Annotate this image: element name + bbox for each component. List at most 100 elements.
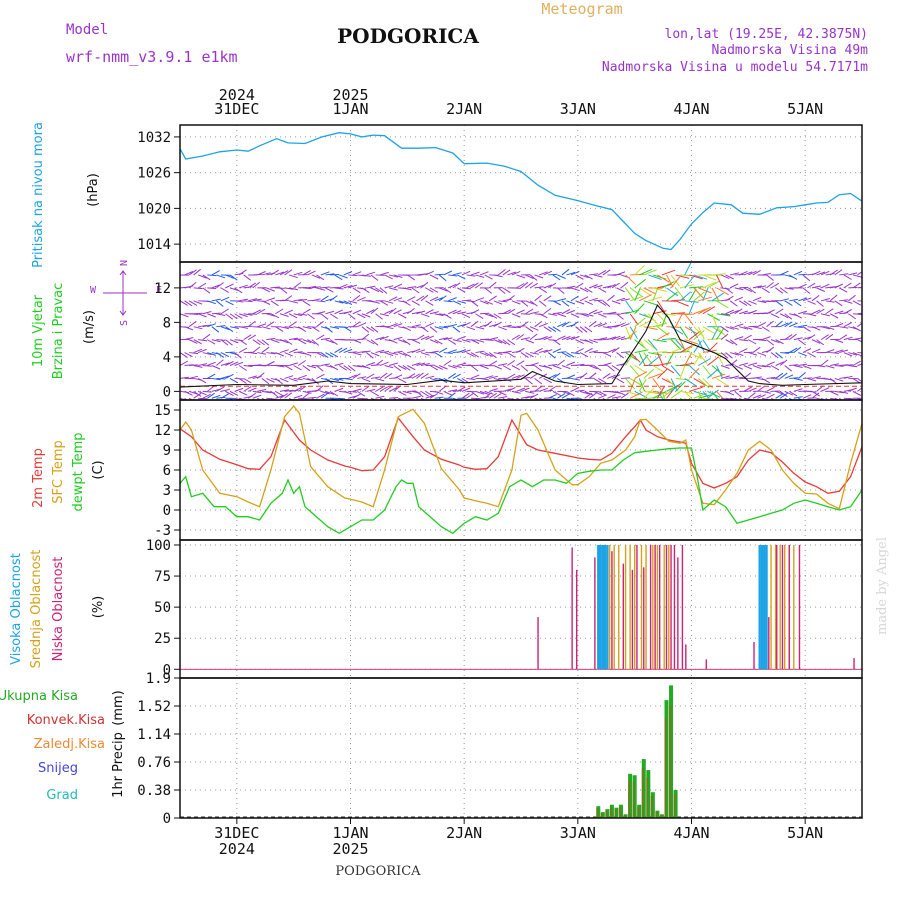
precip-conv-bar (664, 718, 666, 818)
precip-ylabel: 1hr Precip (111, 732, 126, 798)
mid-cloud-ylabel: Srednja Oblacnost (29, 550, 44, 669)
wind-barb (630, 274, 644, 275)
wind-barb (435, 274, 444, 275)
precip-conv-bar (651, 796, 653, 818)
top-day-label: 3JAN (560, 100, 596, 118)
wind-barb (480, 313, 489, 314)
precip-conv-bar (596, 808, 598, 818)
wind-barb (803, 378, 812, 379)
precip-conv-bar (669, 705, 671, 818)
wind-barb (212, 313, 221, 314)
y-tick-label: 0 (163, 503, 171, 519)
y-tick-label: 15 (154, 403, 171, 419)
precip-conv-bar (642, 768, 644, 818)
wind-barb (594, 300, 603, 301)
wind-barb (548, 274, 557, 275)
y-tick-label: 1020 (137, 201, 171, 217)
y-tick-label: 8 (163, 315, 171, 331)
precip-conv-bar (605, 810, 607, 818)
wind-barb (298, 398, 307, 399)
bottom-day-label: 3JAN (560, 824, 596, 842)
bottom-day-label: 5JAN (787, 824, 823, 842)
wind-barb (348, 352, 357, 353)
y-tick-label: 0 (163, 384, 171, 400)
wind-barb (789, 378, 798, 379)
precip-conv-bar (614, 809, 616, 818)
y-tick-label: 50 (154, 600, 171, 616)
y-tick-label: 75 (154, 569, 171, 585)
wind-barb (248, 314, 257, 315)
sfc-ylabel: SFC Temp (51, 440, 66, 504)
legend-snow: Snijeg (38, 761, 78, 776)
cloud-unit: (%) (91, 596, 106, 619)
watermark: made by Angel (875, 537, 890, 635)
legend-total: Ukupna Kisa (0, 689, 78, 704)
compass-n: N (119, 260, 130, 266)
wind-barb (476, 365, 485, 366)
y-tick-label: 100 (146, 538, 171, 554)
legend-hail: Grad (46, 788, 78, 803)
compass-w: W (90, 285, 97, 296)
top-day-label: 5JAN (787, 100, 823, 118)
high-cloud-ylabel: Visoka Oblacnost (9, 553, 24, 665)
wind-barb (348, 275, 357, 276)
temp-unit: (C) (91, 460, 106, 479)
wind-barb (189, 365, 198, 366)
y-tick-label: -3 (154, 523, 171, 539)
legend-conv: Konvek.Kisa (27, 713, 105, 728)
top-day-label: 1JAN (332, 100, 368, 118)
y-tick-label: 1014 (137, 237, 171, 253)
temp2m-ylabel: 2m Temp (31, 448, 46, 508)
top-day-label: 4JAN (673, 100, 709, 118)
bottom-year-label: 2025 (332, 840, 368, 858)
bottom-day-label: 2JAN (446, 824, 482, 842)
y-tick-label: 25 (154, 631, 171, 647)
model-name: wrf-nmm_v3.9.1 e1km (66, 48, 238, 66)
dewpt-ylabel: dewpt Temp (71, 432, 86, 511)
wind-barb (207, 275, 216, 276)
precip-conv-bar (610, 807, 612, 818)
wind-barb (844, 365, 853, 366)
model-elevation-label: Nadmorska Visina u modelu 54.7171m (602, 60, 868, 75)
top-day-label: 2JAN (446, 100, 482, 118)
y-tick-label: 1032 (137, 130, 171, 146)
bottom-year-label: 2024 (219, 840, 255, 858)
pressure-ylabel: Pritisak na nivou mora (31, 122, 46, 268)
wind-barb (512, 288, 521, 289)
low-cloud-ylabel: Niska Oblacnost (51, 557, 66, 662)
wind-unit: (m/s) (82, 310, 97, 344)
wind-ylabel-sub: Brzina i Pravac (51, 283, 66, 380)
compass-s: S (119, 320, 130, 326)
precip-unit: (mm) (111, 690, 126, 725)
y-tick-label: 12 (154, 423, 171, 439)
wind-barb (621, 378, 630, 379)
y-tick-label: 9 (163, 443, 171, 459)
precip-conv-bar (646, 777, 648, 818)
precip-conv-bar (655, 812, 657, 818)
y-tick-label: 4 (163, 350, 171, 366)
elevation-label: Nadmorska Visina 49m (711, 43, 868, 58)
wind-barb (521, 314, 530, 315)
wind-barb (621, 391, 630, 392)
y-tick-label: 6 (163, 463, 171, 479)
bottom-day-label: 4JAN (673, 824, 709, 842)
precip-conv-bar (628, 780, 630, 818)
wind-barb (253, 327, 262, 328)
y-tick-label: 0.38 (137, 783, 171, 799)
footer-station: PODGORICA (335, 864, 421, 879)
y-tick-label: 12 (154, 281, 171, 297)
wind-barb (789, 365, 798, 366)
y-tick-label: 0 (163, 811, 171, 827)
precip-conv-bar (601, 813, 603, 818)
page-title: PODGORICA (337, 24, 479, 48)
precip-conv-bar (633, 782, 635, 818)
precip-conv-bar (619, 807, 621, 818)
y-tick-label: 1.9 (146, 671, 171, 687)
y-tick-label: 3 (163, 483, 171, 499)
coords-label: lon,lat (19.25E, 42.3875N) (665, 27, 869, 42)
wind-barb (198, 398, 207, 399)
pressure-unit: (hPa) (86, 173, 101, 207)
wind-ylabel: 10m Vjetar (31, 294, 46, 367)
precip-conv-bar (674, 794, 676, 818)
